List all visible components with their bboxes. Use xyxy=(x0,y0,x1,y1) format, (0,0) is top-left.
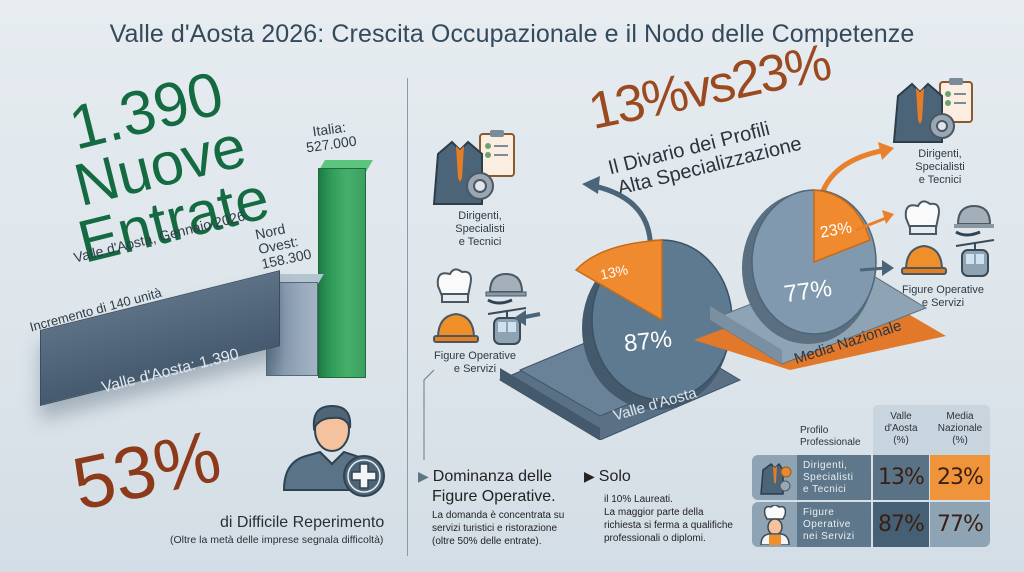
user-add-icon xyxy=(282,404,385,497)
difficulty-note: (Oltre la metà delle imprese segnala dif… xyxy=(170,534,384,546)
comparison-table: Profilo Professionale Valle d'Aosta (%) … xyxy=(752,405,990,555)
th-nat-l1: Media xyxy=(946,411,974,422)
category-high-left: Dirigenti, Specialisti e Tecnici xyxy=(440,210,520,249)
section-divider xyxy=(407,78,408,556)
category-ops-left: Figure Operative e Servizi xyxy=(420,350,530,376)
triangle-bullet-icon: ▶ xyxy=(418,468,429,484)
bullet1-body-l2: servizi turistici e ristorazione xyxy=(432,523,558,534)
row-name: Figure Operative nei Servizi xyxy=(797,502,871,547)
th-profile-l2: Professionale xyxy=(800,437,861,448)
row2-name-l2: Operative xyxy=(803,518,851,530)
bullet-operative-dominance: ▶ Dominanza delle Figure Operative. La do… xyxy=(418,466,568,548)
row2-va-value: 87% xyxy=(873,502,929,547)
pie-chart-valle-daosta xyxy=(498,176,742,440)
operative-services-icons-right xyxy=(901,200,995,277)
difficulty-percentage: 53% xyxy=(65,413,228,526)
connector-line xyxy=(423,369,435,460)
row2-name-l1: Figure xyxy=(803,506,835,518)
row1-name-l3: e Tecnici xyxy=(803,483,847,495)
bullet1-body-l1: La domanda è concentrata su xyxy=(432,510,565,521)
th-nat-l3: (%) xyxy=(952,435,968,446)
row1-name-l1: Dirigenti, xyxy=(803,459,848,471)
th-profile: Profilo Professionale xyxy=(800,425,861,449)
cat-high-right-l1: Dirigenti, xyxy=(918,148,962,160)
row2-name-l3: nei Servizi xyxy=(803,530,855,542)
cat-ops-left-l1: Figure Operative xyxy=(434,350,516,362)
bar-italia xyxy=(318,168,366,378)
cat-high-left-l1: Dirigenti, xyxy=(458,210,502,222)
triangle-bullet-icon: ▶ xyxy=(584,468,595,484)
category-ops-right: Figure Operative e Servizi xyxy=(888,284,998,310)
th-va-l2: d'Aosta xyxy=(884,423,918,434)
executive-suit-icon-right xyxy=(892,78,973,143)
cable-car-icon xyxy=(487,307,527,345)
row2-nat-value: 77% xyxy=(930,502,990,547)
th-nat-l2: Nazionale xyxy=(937,423,983,434)
th-va-l3: (%) xyxy=(893,435,909,446)
bullet-graduates: ▶ Solo il 10% Laureati. La maggior parte … xyxy=(584,466,744,545)
bullet2-title-l1: Solo xyxy=(598,468,631,485)
category-high-right: Dirigenti, Specialisti e Tecnici xyxy=(900,148,980,187)
table-row: Figure Operative nei Servizi 87% 77% xyxy=(752,502,990,547)
row1-name-l2: Specialisti xyxy=(803,471,854,483)
row-name: Dirigenti, Specialisti e Tecnici xyxy=(797,455,871,500)
th-va-l1: Valle xyxy=(890,411,912,422)
bullet1-title-l2: Figure Operative. xyxy=(432,488,556,505)
operative-services-icons xyxy=(433,268,527,345)
cat-ops-right-l2: e Servizi xyxy=(921,297,965,309)
difficulty-label: di Difficile Reperimento xyxy=(220,514,385,531)
hard-hat-icon xyxy=(433,312,479,343)
row-icon-cell xyxy=(752,502,797,547)
pie-va-large-slice: 87% xyxy=(622,325,674,358)
bullet2-body-l3: richiesta si ferma a qualifiche xyxy=(604,520,733,531)
cat-high-left-l2: Specialisti xyxy=(455,223,505,235)
bullet2-body-l1: il 10% Laureati. xyxy=(604,494,673,505)
row-icon-cell xyxy=(752,455,797,500)
bar-nord-ovest-label: Nord Ovest: 158.300 xyxy=(254,217,313,271)
executive-suit-icon xyxy=(432,130,515,205)
cat-high-left-l3: e Tecnici xyxy=(458,236,502,248)
pie-chart-media-nazionale xyxy=(694,142,946,370)
row1-va-value: 13% xyxy=(873,455,929,500)
cloche-serving-icon xyxy=(485,272,527,305)
chef-person-icon xyxy=(759,504,790,545)
bullet2-body-l4: professionali o diplomi. xyxy=(604,533,706,544)
bar-italia-label: Italia: 527.000 xyxy=(303,119,357,156)
cat-high-right-l2: Specialisti xyxy=(915,161,965,173)
cat-ops-left-l2: e Servizi xyxy=(453,363,497,375)
executive-suit-gear-icon xyxy=(759,462,791,495)
cat-high-right-l3: e Tecnici xyxy=(918,174,962,186)
th-valle-daosta: Valle d'Aosta (%) xyxy=(873,411,929,447)
page-title: Valle d'Aosta 2026: Crescita Occupaziona… xyxy=(109,20,915,48)
th-media-nazionale: Media Nazionale (%) xyxy=(930,411,990,447)
row1-nat-value: 23% xyxy=(930,455,990,500)
th-profile-l1: Profilo xyxy=(800,425,829,436)
cat-ops-right-l1: Figure Operative xyxy=(902,284,984,296)
table-row: Dirigenti, Specialisti e Tecnici 13% 23% xyxy=(752,455,990,500)
bullet1-body-l3: (oltre 50% delle entrate). xyxy=(432,536,542,547)
chef-hat-icon xyxy=(436,268,472,303)
bullet1-title-l1: Dominanza delle xyxy=(432,468,552,485)
bullet2-body-l2: La maggior parte della xyxy=(604,507,704,518)
